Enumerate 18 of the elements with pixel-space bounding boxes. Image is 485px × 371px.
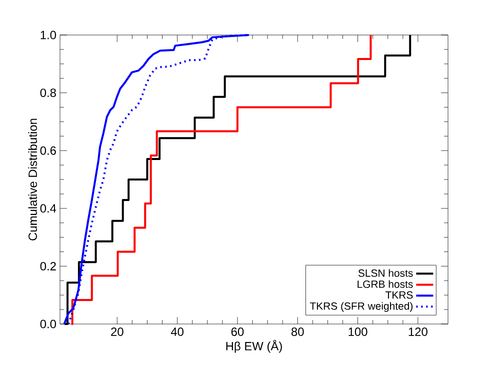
legend-label: TKRS (SFR weighted)	[310, 302, 413, 312]
legend-label: TKRS	[386, 291, 413, 299]
legend-label: SLSN hosts	[358, 269, 413, 277]
legend-label: LGRB hosts	[358, 280, 413, 288]
x-tick-label: 20	[111, 328, 124, 336]
x-tick-label: 100	[348, 328, 368, 336]
x-tick-label: 60	[231, 328, 244, 336]
y-axis-title: Cumulative Distribution	[28, 118, 37, 240]
x-tick-label: 80	[291, 328, 304, 336]
y-tick-label: 0.2	[40, 262, 56, 270]
x-tick-label: 120	[408, 328, 428, 336]
x-tick-label: 40	[170, 328, 184, 336]
x-axis-title: Hβ EW (Å)	[226, 340, 282, 353]
y-tick-label: 0.4	[40, 204, 56, 213]
y-tick-label: 0.8	[40, 88, 56, 98]
y-tick-label: 0.6	[40, 146, 56, 155]
y-tick-label: 1.0	[40, 30, 56, 40]
y-tick-label: 0.0	[40, 320, 56, 328]
